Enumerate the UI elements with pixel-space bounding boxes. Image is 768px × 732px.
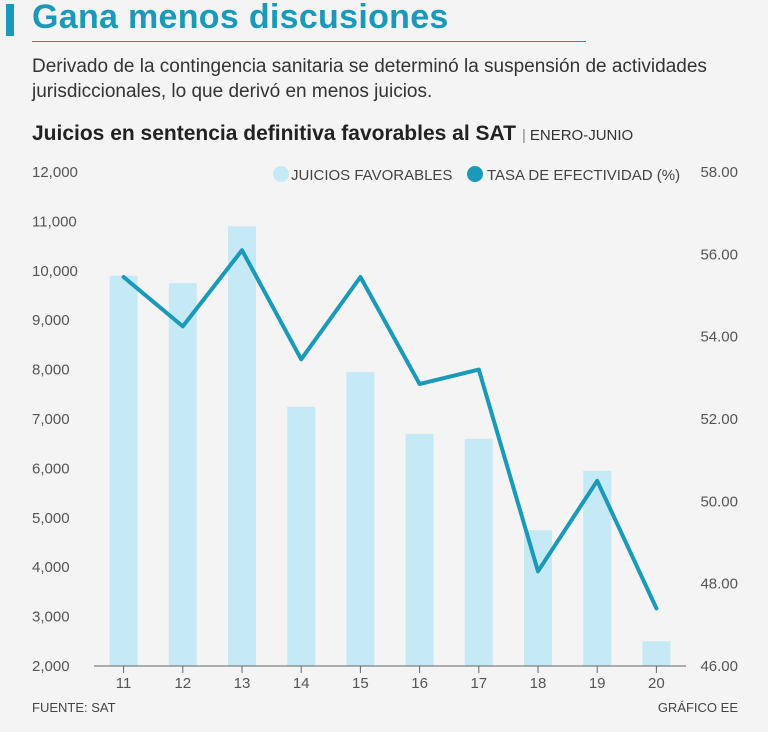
y-right-tick-label: 50.00 — [700, 493, 738, 510]
bar-17 — [464, 438, 493, 666]
bar-20 — [642, 641, 671, 666]
bar-16 — [405, 433, 434, 666]
y-left-tick-label: 7,000 — [32, 411, 70, 428]
x-tick-label-15: 15 — [352, 675, 369, 692]
x-tick-label-18: 18 — [530, 675, 547, 692]
x-tick-label-17: 17 — [470, 675, 487, 692]
y-right-tick-label: 48.00 — [700, 576, 738, 593]
x-tick-label-14: 14 — [293, 675, 310, 692]
x-tick-label-11: 11 — [116, 675, 132, 692]
y-right-tick-label: 54.00 — [700, 329, 738, 346]
x-tick-label-19: 19 — [589, 675, 606, 692]
x-tick-label-16: 16 — [411, 675, 428, 692]
y-left-tick-label: 12,000 — [32, 164, 78, 181]
credit-note: GRÁFICO EE — [657, 700, 738, 715]
y-left-tick-label: 2,000 — [32, 658, 70, 675]
bar-12 — [168, 283, 197, 666]
bar-14 — [287, 406, 316, 666]
chart-title: Juicios en sentencia definitiva favorabl… — [32, 122, 633, 146]
bar-15 — [346, 372, 375, 666]
title-accent-bar — [6, 4, 14, 36]
x-tick-label-20: 20 — [648, 675, 665, 692]
legend-bars-label: JUICIOS FAVORABLES — [291, 167, 452, 184]
y-left-tick-label: 10,000 — [32, 263, 78, 280]
y-left-tick-label: 11,000 — [32, 213, 77, 230]
legend-bars-swatch — [273, 166, 289, 182]
y-left-tick-label: 4,000 — [32, 559, 70, 576]
y-left-tick-label: 9,000 — [32, 312, 70, 329]
y-right-tick-label: 52.00 — [700, 411, 738, 428]
y-left-tick-label: 6,000 — [32, 460, 70, 477]
y-left-tick-label: 3,000 — [32, 609, 70, 626]
legend-line-label: TASA DE EFECTIVIDAD (%) — [487, 167, 680, 184]
y-left-tick-label: 5,000 — [32, 510, 70, 527]
bar-18 — [524, 530, 552, 666]
title-divider — [32, 41, 586, 42]
efectividad-line — [121, 248, 659, 611]
chart-period-text: ENERO-JUNIO — [529, 127, 634, 144]
chart-period: | ENERO-JUNIO — [521, 127, 634, 144]
x-tick-label-13: 13 — [234, 675, 251, 692]
y-right-tick-label: 46.00 — [700, 658, 738, 675]
x-tick-label-12: 12 — [174, 675, 191, 692]
bar-11 — [109, 275, 138, 666]
y-left-tick-label: 8,000 — [32, 362, 70, 379]
legend-line-swatch — [467, 166, 483, 182]
bar-13 — [228, 226, 256, 666]
page-subtitle: Derivado de la contingencia sanitaria se… — [32, 56, 707, 102]
y-right-tick-label: 58.00 — [700, 164, 738, 181]
page-title: Gana menos discusiones — [32, 0, 449, 36]
chart-title-text: Juicios en sentencia definitiva favorabl… — [32, 122, 516, 145]
y-right-tick-label: 56.00 — [700, 246, 738, 263]
source-note: FUENTE: SAT — [32, 700, 116, 715]
